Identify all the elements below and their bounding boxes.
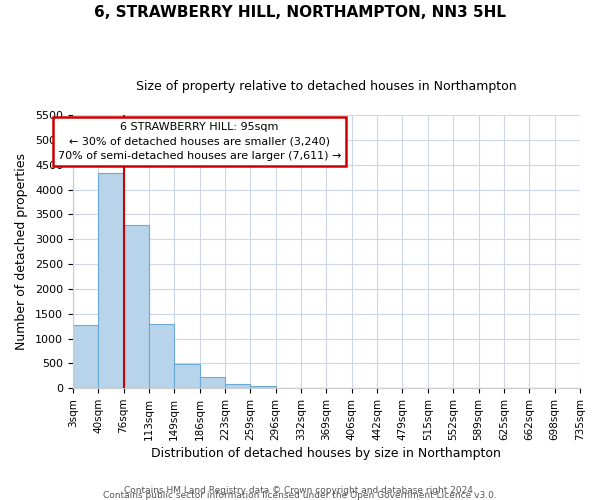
Bar [200,377,225,388]
Bar [98,173,124,388]
Text: Contains public sector information licensed under the Open Government Licence v3: Contains public sector information licen… [103,491,497,500]
Y-axis label: Number of detached properties: Number of detached properties [15,153,28,350]
Bar [149,324,174,388]
Text: Contains HM Land Registry data © Crown copyright and database right 2024.: Contains HM Land Registry data © Crown c… [124,486,476,495]
Bar [250,386,275,388]
Text: 6, STRAWBERRY HILL, NORTHAMPTON, NN3 5HL: 6, STRAWBERRY HILL, NORTHAMPTON, NN3 5HL [94,5,506,20]
Title: Size of property relative to detached houses in Northampton: Size of property relative to detached ho… [136,80,517,93]
Bar [73,325,98,388]
Bar [225,384,250,388]
Bar [174,364,200,388]
X-axis label: Distribution of detached houses by size in Northampton: Distribution of detached houses by size … [151,447,502,460]
Text: 6 STRAWBERRY HILL: 95sqm
← 30% of detached houses are smaller (3,240)
70% of sem: 6 STRAWBERRY HILL: 95sqm ← 30% of detach… [58,122,341,162]
Bar [124,225,149,388]
